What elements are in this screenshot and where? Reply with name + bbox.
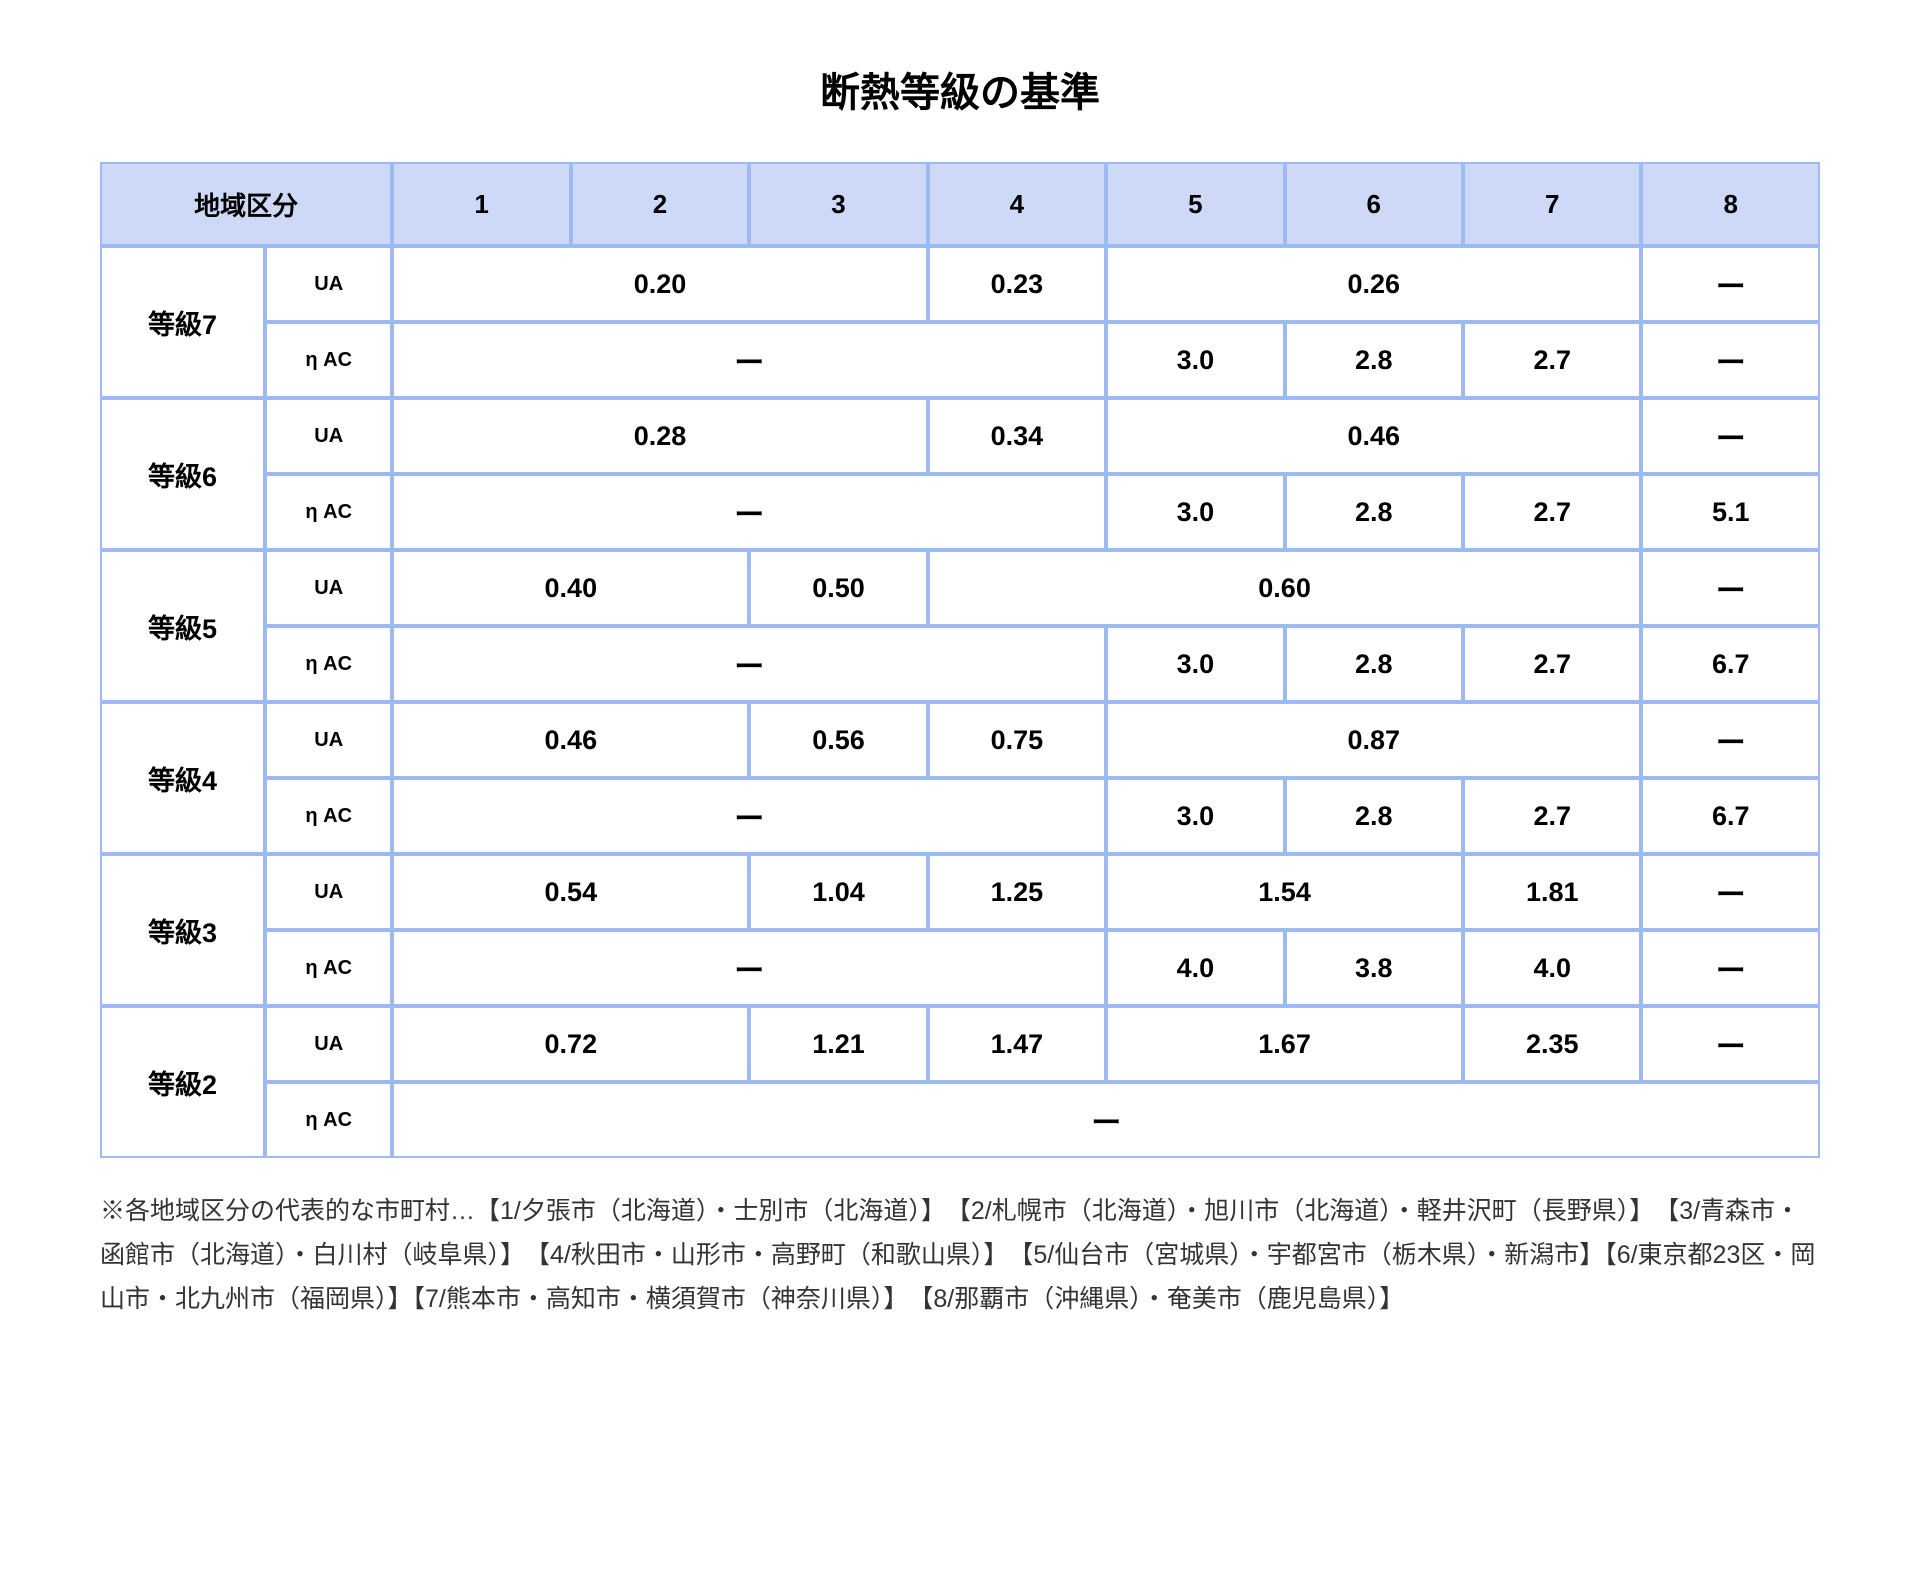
grade6-label: 等級6: [100, 398, 265, 550]
grade2-nac-row: η AC ー: [100, 1082, 1820, 1158]
grade5-ua-8: ー: [1641, 550, 1820, 626]
grade6-ua-row: 等級6 UA 0.28 0.34 0.46 ー: [100, 398, 1820, 474]
grade6-nac-label: η AC: [265, 474, 392, 550]
grade7-ua-5to7: 0.26: [1106, 246, 1641, 322]
grade3-ua-5to6: 1.54: [1106, 854, 1463, 930]
grade7-label: 等級7: [100, 246, 265, 398]
grade2-nac-label: η AC: [265, 1082, 392, 1158]
grade4-ua-1to2: 0.46: [392, 702, 749, 778]
grade5-nac-6: 2.8: [1285, 626, 1463, 702]
grade5-label: 等級5: [100, 550, 265, 702]
grade4-ua-4: 0.75: [928, 702, 1106, 778]
grade3-nac-row: η AC ー 4.0 3.8 4.0 ー: [100, 930, 1820, 1006]
grade4-nac-1to4: ー: [392, 778, 1106, 854]
header-col-4: 4: [928, 162, 1106, 246]
grade6-nac-6: 2.8: [1285, 474, 1463, 550]
grade6-ua-8: ー: [1641, 398, 1820, 474]
grade5-nac-label: η AC: [265, 626, 392, 702]
header-col-1: 1: [392, 162, 570, 246]
grade3-ua-1to2: 0.54: [392, 854, 749, 930]
footnote-text: ※各地域区分の代表的な市町村…【1/夕張市（北海道）・士別市（北海道）】 【2/…: [100, 1190, 1820, 1321]
grade4-nac-label: η AC: [265, 778, 392, 854]
grade4-nac-6: 2.8: [1285, 778, 1463, 854]
grade5-ua-3: 0.50: [749, 550, 927, 626]
grade2-ua-4: 1.47: [928, 1006, 1106, 1082]
grade2-ua-1to2: 0.72: [392, 1006, 749, 1082]
grade3-nac-5: 4.0: [1106, 930, 1284, 1006]
grade5-ua-row: 等級5 UA 0.40 0.50 0.60 ー: [100, 550, 1820, 626]
grade7-nac-8: ー: [1641, 322, 1820, 398]
grade5-nac-7: 2.7: [1463, 626, 1641, 702]
grade7-nac-6: 2.8: [1285, 322, 1463, 398]
grade2-ua-label: UA: [265, 1006, 392, 1082]
grade2-ua-3: 1.21: [749, 1006, 927, 1082]
grade7-nac-1to4: ー: [392, 322, 1106, 398]
grade3-nac-1to4: ー: [392, 930, 1106, 1006]
grade4-ua-3: 0.56: [749, 702, 927, 778]
grade7-ua-4: 0.23: [928, 246, 1106, 322]
grade3-ua-row: 等級3 UA 0.54 1.04 1.25 1.54 1.81 ー: [100, 854, 1820, 930]
grade6-nac-1to4: ー: [392, 474, 1106, 550]
grade3-ua-4: 1.25: [928, 854, 1106, 930]
header-row: 地域区分 1 2 3 4 5 6 7 8: [100, 162, 1820, 246]
grade6-nac-8: 5.1: [1641, 474, 1820, 550]
grade5-nac-row: η AC ー 3.0 2.8 2.7 6.7: [100, 626, 1820, 702]
grade7-ua-row: 等級7 UA 0.20 0.23 0.26 ー: [100, 246, 1820, 322]
grade2-ua-8: ー: [1641, 1006, 1820, 1082]
grade3-label: 等級3: [100, 854, 265, 1006]
grade2-ua-7: 2.35: [1463, 1006, 1641, 1082]
page-title: 断熱等級の基準: [100, 60, 1820, 118]
grade2-ua-row: 等級2 UA 0.72 1.21 1.47 1.67 2.35 ー: [100, 1006, 1820, 1082]
grade6-ua-1to3: 0.28: [392, 398, 927, 474]
grade4-nac-row: η AC ー 3.0 2.8 2.7 6.7: [100, 778, 1820, 854]
grade2-nac-all: ー: [392, 1082, 1820, 1158]
grade7-nac-label: η AC: [265, 322, 392, 398]
grade4-nac-8: 6.7: [1641, 778, 1820, 854]
grade4-ua-8: ー: [1641, 702, 1820, 778]
grade4-nac-7: 2.7: [1463, 778, 1641, 854]
grade6-ua-4: 0.34: [928, 398, 1106, 474]
header-col-2: 2: [571, 162, 749, 246]
grade5-ua-4to7: 0.60: [928, 550, 1642, 626]
header-col-5: 5: [1106, 162, 1284, 246]
header-col-7: 7: [1463, 162, 1641, 246]
grade7-nac-row: η AC ー 3.0 2.8 2.7 ー: [100, 322, 1820, 398]
grade3-nac-8: ー: [1641, 930, 1820, 1006]
grade7-nac-5: 3.0: [1106, 322, 1284, 398]
grade3-ua-3: 1.04: [749, 854, 927, 930]
grade3-nac-7: 4.0: [1463, 930, 1641, 1006]
grade6-ua-label: UA: [265, 398, 392, 474]
grade3-ua-8: ー: [1641, 854, 1820, 930]
grade4-ua-5to7: 0.87: [1106, 702, 1641, 778]
grade2-ua-5to6: 1.67: [1106, 1006, 1463, 1082]
grade7-ua-8: ー: [1641, 246, 1820, 322]
header-col-6: 6: [1285, 162, 1463, 246]
grade3-nac-6: 3.8: [1285, 930, 1463, 1006]
grade3-nac-label: η AC: [265, 930, 392, 1006]
grade2-label: 等級2: [100, 1006, 265, 1158]
grade3-ua-7: 1.81: [1463, 854, 1641, 930]
grade4-ua-label: UA: [265, 702, 392, 778]
grade7-ua-1to3: 0.20: [392, 246, 927, 322]
header-corner: 地域区分: [100, 162, 392, 246]
header-col-8: 8: [1641, 162, 1820, 246]
grade5-nac-8: 6.7: [1641, 626, 1820, 702]
grade5-ua-label: UA: [265, 550, 392, 626]
grade4-label: 等級4: [100, 702, 265, 854]
insulation-grade-table: 地域区分 1 2 3 4 5 6 7 8 等級7 UA 0.20 0.23 0.…: [100, 162, 1820, 1158]
grade7-ua-label: UA: [265, 246, 392, 322]
header-col-3: 3: [749, 162, 927, 246]
grade6-nac-row: η AC ー 3.0 2.8 2.7 5.1: [100, 474, 1820, 550]
grade6-ua-5to7: 0.46: [1106, 398, 1641, 474]
grade3-ua-label: UA: [265, 854, 392, 930]
grade5-ua-1to2: 0.40: [392, 550, 749, 626]
grade6-nac-5: 3.0: [1106, 474, 1284, 550]
grade5-nac-1to4: ー: [392, 626, 1106, 702]
grade7-nac-7: 2.7: [1463, 322, 1641, 398]
grade5-nac-5: 3.0: [1106, 626, 1284, 702]
grade4-nac-5: 3.0: [1106, 778, 1284, 854]
grade6-nac-7: 2.7: [1463, 474, 1641, 550]
grade4-ua-row: 等級4 UA 0.46 0.56 0.75 0.87 ー: [100, 702, 1820, 778]
